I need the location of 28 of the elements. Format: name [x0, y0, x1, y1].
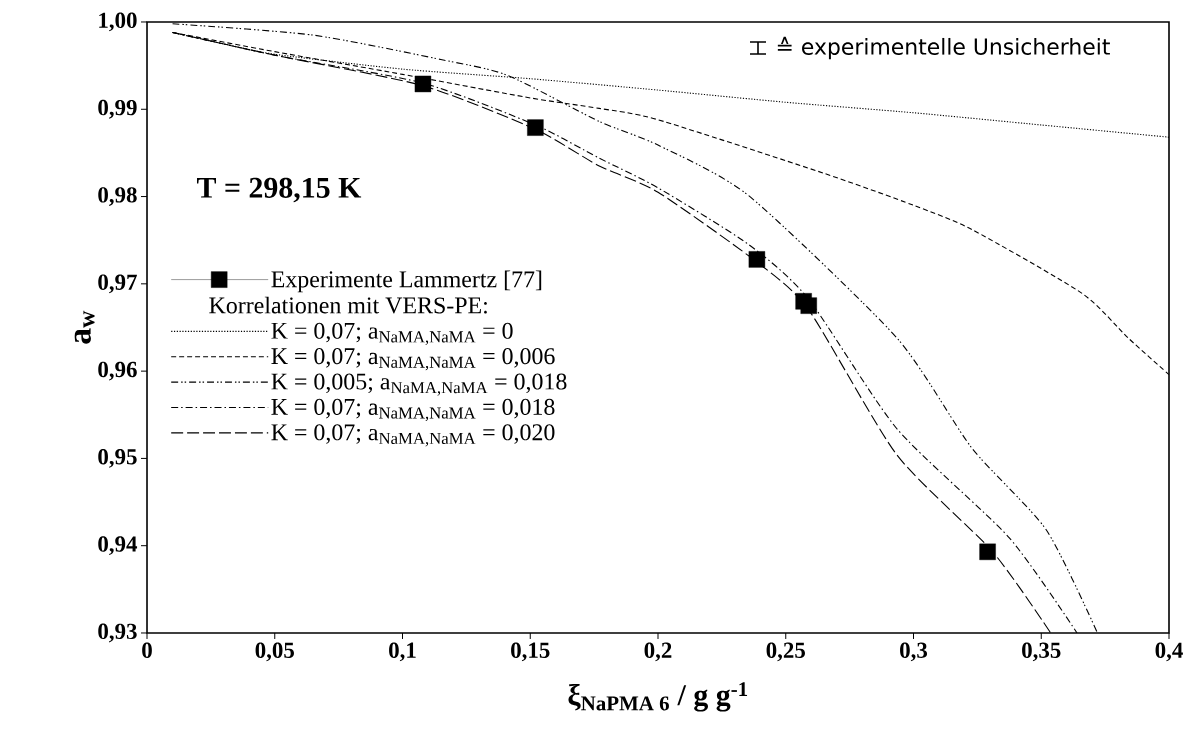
y-tick-label: 0,99 [98, 99, 137, 119]
y-tick-label: 0,98 [98, 187, 137, 206]
legend-label: K = 0,07; a$_{NaMA,NaMA}$ = 0 [271, 322, 513, 345]
annotation: T = 298,15 K [197, 177, 362, 203]
legend-label: Experimente Lammertz [77] [271, 270, 542, 293]
x-tick-label: 0 [142, 642, 152, 658]
y-tick-label: 0,94 [98, 536, 138, 556]
x-tick-label: 0,1 [389, 642, 416, 662]
x-tick-label: 0,15 [511, 642, 550, 662]
legend-label: K = 0,07; a$_{NaMA,NaMA}$ = 0,020 [271, 424, 555, 447]
x-tick-label: 0,3 [900, 642, 928, 662]
legend-title: Korrelationen mit VERS-PE: [209, 296, 487, 314]
legend-label: K = 0,07; a$_{NaMA,NaMA}$ = 0,006 [271, 348, 555, 371]
annotation: ≙ experimentelle Unsicherheit [777, 36, 1110, 60]
y-axis-title: a$_{w}$ [74, 310, 95, 344]
y-tick-label: 0,95 [98, 449, 137, 468]
x-tick-label: 0,05 [255, 642, 294, 662]
y-tick-label: 1,00 [99, 12, 137, 32]
y-tick-label: 0,96 [98, 361, 137, 381]
x-tick-label: 0,4 [1155, 642, 1183, 662]
x-axis-title: ξ$_{NaPMA 6}$ / g g$^{-1}$ [568, 682, 748, 712]
legend-label: K = 0,005; a$_{NaMA,NaMA}$ = 0,018 [271, 373, 567, 396]
x-tick-label: 0,35 [1022, 642, 1061, 662]
x-tick-label: 0,2 [644, 642, 672, 662]
y-tick-label: 0,93 [98, 623, 137, 643]
x-tick-label: 0,25 [766, 642, 805, 662]
y-tick-label: 0,97 [98, 274, 137, 294]
legend-label: K = 0,07; a$_{NaMA,NaMA}$ = 0,018 [271, 398, 555, 422]
